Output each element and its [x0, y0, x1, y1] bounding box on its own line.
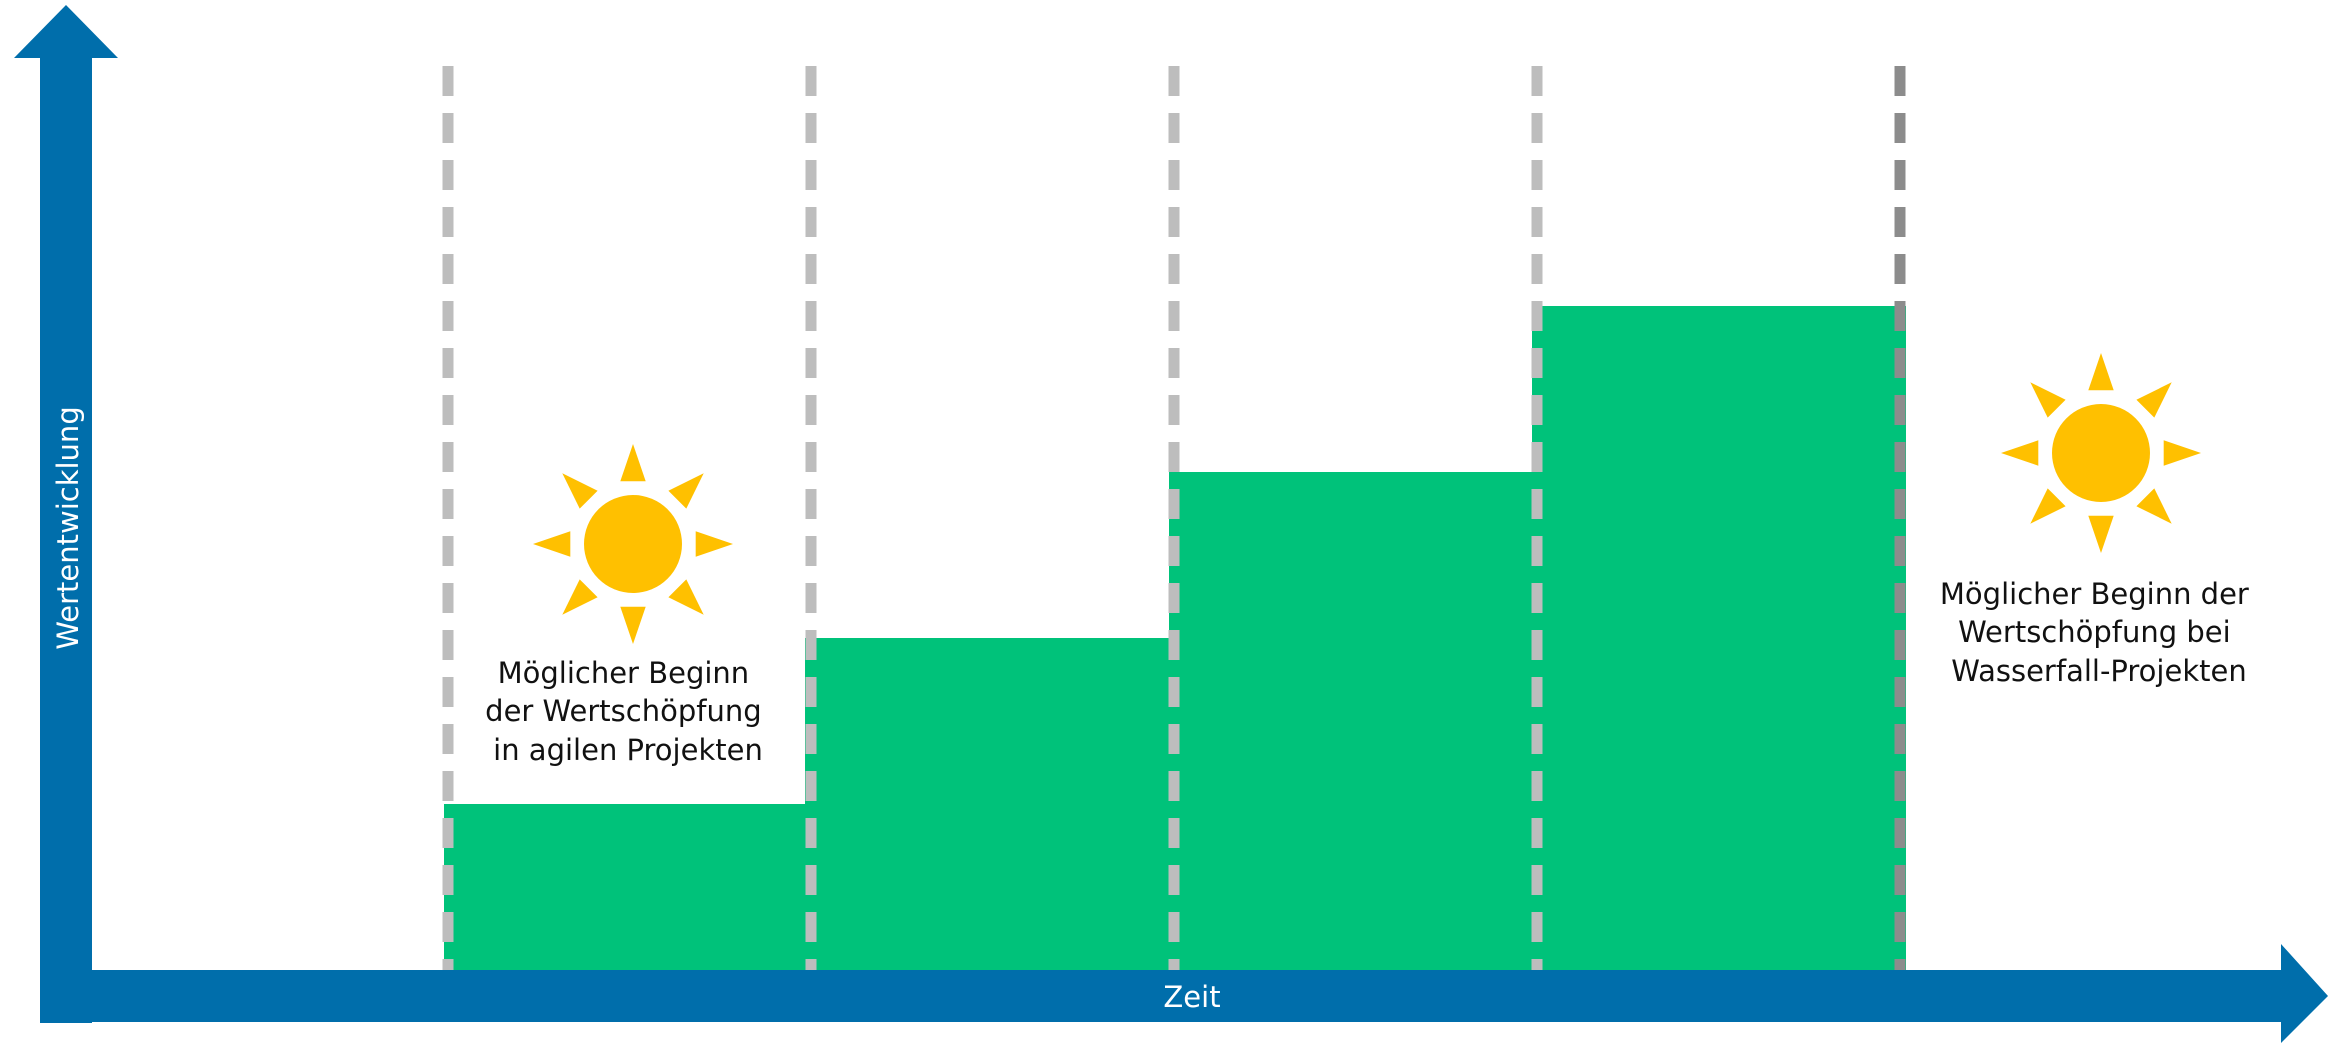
sun-ray [620, 444, 646, 482]
sun-ray [2136, 382, 2172, 418]
waterfall-callout-line: Wasserfall-Projekten [1951, 654, 2246, 688]
x-axis-line [40, 970, 2281, 1022]
sun-icon [533, 444, 733, 644]
x-axis: Zeit [40, 944, 2328, 1043]
sun-ray [2163, 440, 2201, 466]
agile-callout-line: Möglicher Beginn [498, 656, 750, 690]
sun-ray [2088, 353, 2114, 391]
waterfall-callout-line: Möglicher Beginn der [1940, 577, 2249, 611]
sun-ray [2088, 515, 2114, 553]
milestone-lines [442, 66, 1906, 970]
sun-ray [668, 473, 704, 509]
axes: Wertentwicklung Zeit [14, 5, 2328, 1043]
sun-ray [668, 579, 704, 615]
value-step-bar [1532, 306, 1906, 970]
sun-ray [562, 579, 598, 615]
waterfall-callout: Möglicher Beginn der Wertschöpfung bei W… [1940, 353, 2258, 688]
sun-ray [2136, 488, 2172, 524]
y-axis: Wertentwicklung [14, 5, 118, 1023]
waterfall-callout-text: Möglicher Beginn der Wertschöpfung bei W… [1940, 577, 2258, 688]
sun-core [2052, 404, 2150, 502]
sun-core [584, 495, 682, 593]
y-axis-label: Wertentwicklung [51, 406, 85, 649]
x-axis-arrowhead [2281, 944, 2328, 1043]
sun-ray [2030, 488, 2066, 524]
agile-callout-line: in agilen Projekten [493, 733, 763, 767]
sun-ray [620, 606, 646, 644]
agile-callout-text: Möglicher Beginn der Wertschöpfung in ag… [485, 656, 771, 767]
value-step-bar [1169, 472, 1532, 970]
sun-ray [533, 531, 571, 557]
agile-callout-line: der Wertschöpfung [485, 694, 761, 728]
sun-ray [2001, 440, 2039, 466]
sun-ray [695, 531, 733, 557]
sun-ray [562, 473, 598, 509]
y-axis-arrowhead [14, 5, 118, 58]
value-steps [444, 306, 1906, 970]
sun-icon [2001, 353, 2201, 553]
waterfall-callout-line: Wertschöpfung bei [1958, 615, 2231, 649]
x-axis-label: Zeit [1163, 980, 1220, 1014]
value-step-bar [444, 804, 805, 970]
value-step-bar [805, 638, 1169, 970]
agile-callout: Möglicher Beginn der Wertschöpfung in ag… [485, 444, 771, 767]
sun-ray [2030, 382, 2066, 418]
y-axis-line [40, 58, 92, 1023]
